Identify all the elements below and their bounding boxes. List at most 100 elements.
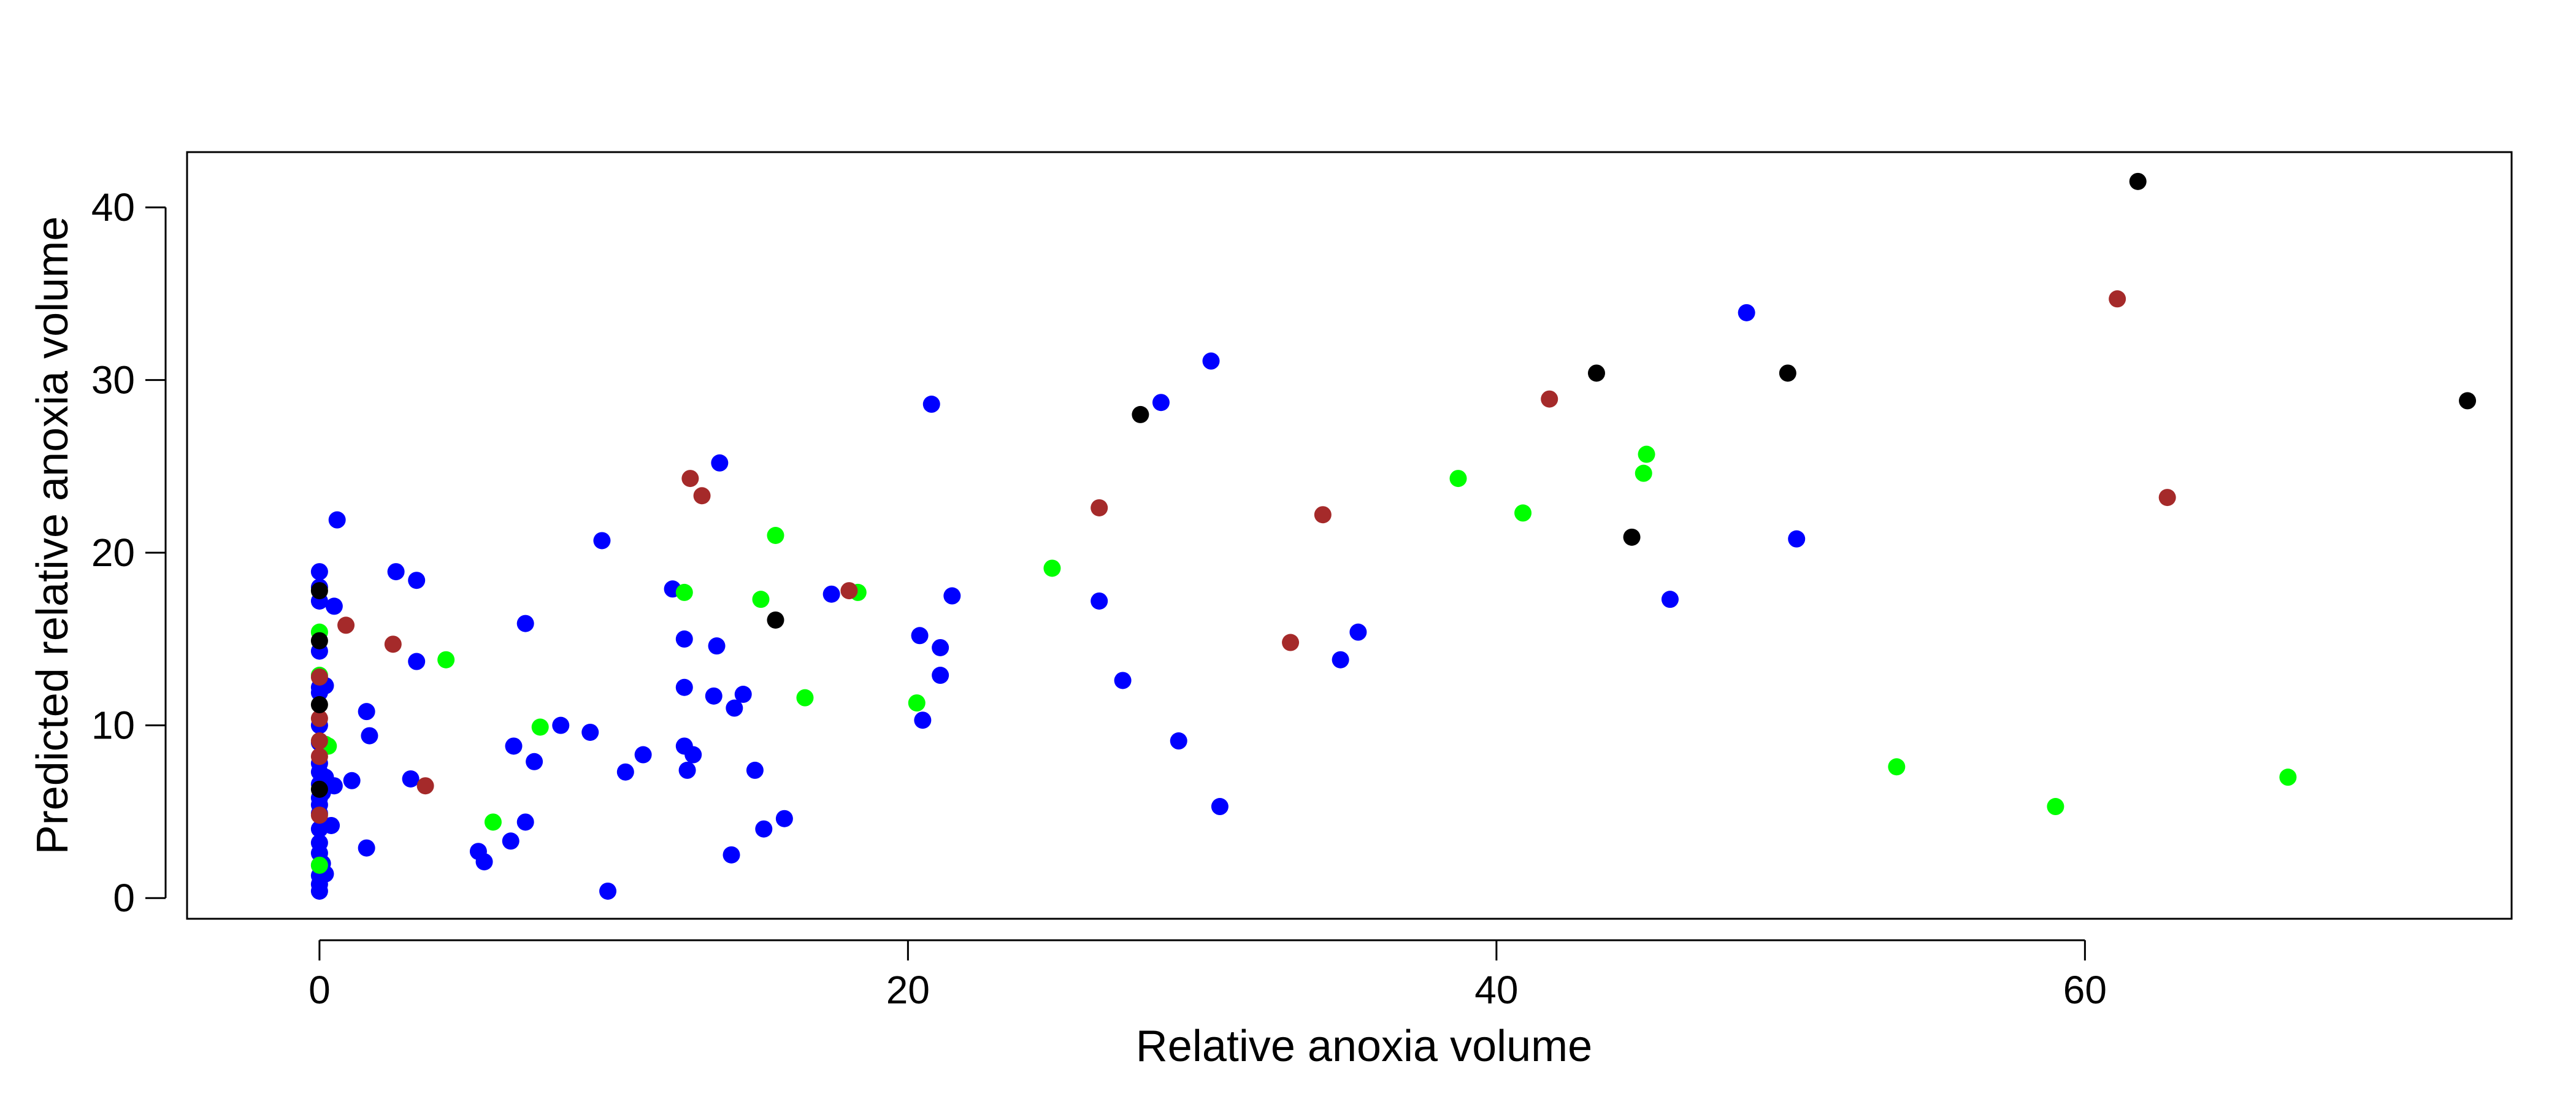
data-point (484, 813, 502, 831)
data-points (310, 172, 2477, 900)
data-point (593, 532, 611, 550)
y-tick-label: 10 (91, 703, 135, 748)
data-point (1514, 504, 1532, 522)
data-point (402, 770, 420, 788)
x-tick-label: 0 (309, 968, 331, 1012)
data-point (922, 396, 940, 413)
data-point (531, 718, 549, 736)
data-point (325, 597, 343, 615)
data-point (932, 667, 949, 684)
x-tick-label: 60 (2063, 968, 2107, 1012)
y-tick-label: 20 (91, 531, 135, 575)
data-point (1282, 634, 1300, 651)
data-point (408, 653, 426, 670)
data-point (552, 716, 570, 734)
data-point (505, 737, 523, 755)
data-point (1587, 364, 1605, 382)
axis-ticks: 0 20 40 60 0 10 20 30 40 (91, 185, 2107, 1012)
data-point (2459, 392, 2477, 410)
data-point (1623, 528, 1641, 546)
data-point (343, 772, 361, 789)
data-point (310, 582, 328, 600)
data-point (310, 807, 328, 824)
data-point (2129, 172, 2147, 190)
data-point (475, 853, 493, 871)
data-point (310, 732, 328, 750)
data-point (416, 777, 434, 795)
data-point (2279, 769, 2297, 786)
data-point (526, 753, 543, 770)
data-point (775, 810, 793, 827)
data-point (581, 723, 599, 741)
data-point (387, 563, 405, 581)
data-point (1738, 304, 1755, 321)
data-point (723, 846, 740, 864)
data-point (908, 694, 926, 712)
data-point (2158, 489, 2176, 507)
data-point (323, 816, 340, 834)
data-point (684, 746, 702, 764)
x-tick-label: 20 (886, 968, 930, 1012)
data-point (325, 777, 343, 795)
data-point (1211, 798, 1229, 816)
data-point (1202, 352, 1220, 370)
data-point (767, 611, 784, 629)
data-point (726, 699, 743, 717)
data-point (328, 511, 346, 529)
data-point (734, 686, 752, 703)
data-point (755, 820, 773, 838)
data-point (310, 834, 328, 852)
data-point (1788, 530, 1806, 548)
data-point (1152, 394, 1170, 412)
data-point (361, 727, 378, 745)
data-point (675, 630, 693, 648)
y-tick-label: 30 (91, 358, 135, 402)
data-point (746, 761, 764, 779)
data-point (1114, 672, 1132, 689)
data-point (634, 746, 652, 764)
data-point (752, 591, 770, 608)
data-point (437, 651, 455, 669)
data-point (705, 687, 723, 705)
data-point (1170, 732, 1187, 750)
plot-frame (186, 151, 2513, 920)
data-point (2109, 290, 2126, 308)
data-point (840, 582, 858, 600)
data-point (310, 696, 328, 713)
data-point (2047, 798, 2064, 816)
data-point (310, 563, 328, 581)
data-point (1043, 559, 1061, 577)
data-point (502, 832, 519, 850)
data-point (358, 839, 375, 857)
data-point (516, 615, 534, 632)
data-point (616, 763, 634, 781)
data-point (1349, 623, 1367, 641)
data-point (1661, 591, 1679, 608)
data-point (675, 678, 693, 696)
data-point (943, 587, 961, 605)
data-point (675, 583, 693, 601)
x-axis-title: Relative anoxia volume (1136, 1022, 1592, 1071)
data-point (310, 710, 328, 727)
data-point (767, 527, 784, 544)
data-point (1779, 364, 1796, 382)
data-point (708, 637, 726, 655)
data-point (599, 882, 617, 900)
data-point (678, 761, 696, 779)
data-point (1314, 506, 1332, 524)
data-point (384, 635, 402, 653)
data-point (914, 711, 932, 729)
data-point (310, 632, 328, 650)
data-point (516, 813, 534, 831)
data-point (681, 470, 699, 488)
data-point (1638, 445, 1655, 463)
data-point (1132, 405, 1149, 423)
data-point (1332, 651, 1349, 669)
data-point (1449, 470, 1467, 488)
data-point (1541, 390, 1558, 408)
data-point (337, 616, 355, 634)
data-point (310, 856, 328, 874)
data-point (358, 703, 375, 721)
data-point (408, 572, 426, 589)
